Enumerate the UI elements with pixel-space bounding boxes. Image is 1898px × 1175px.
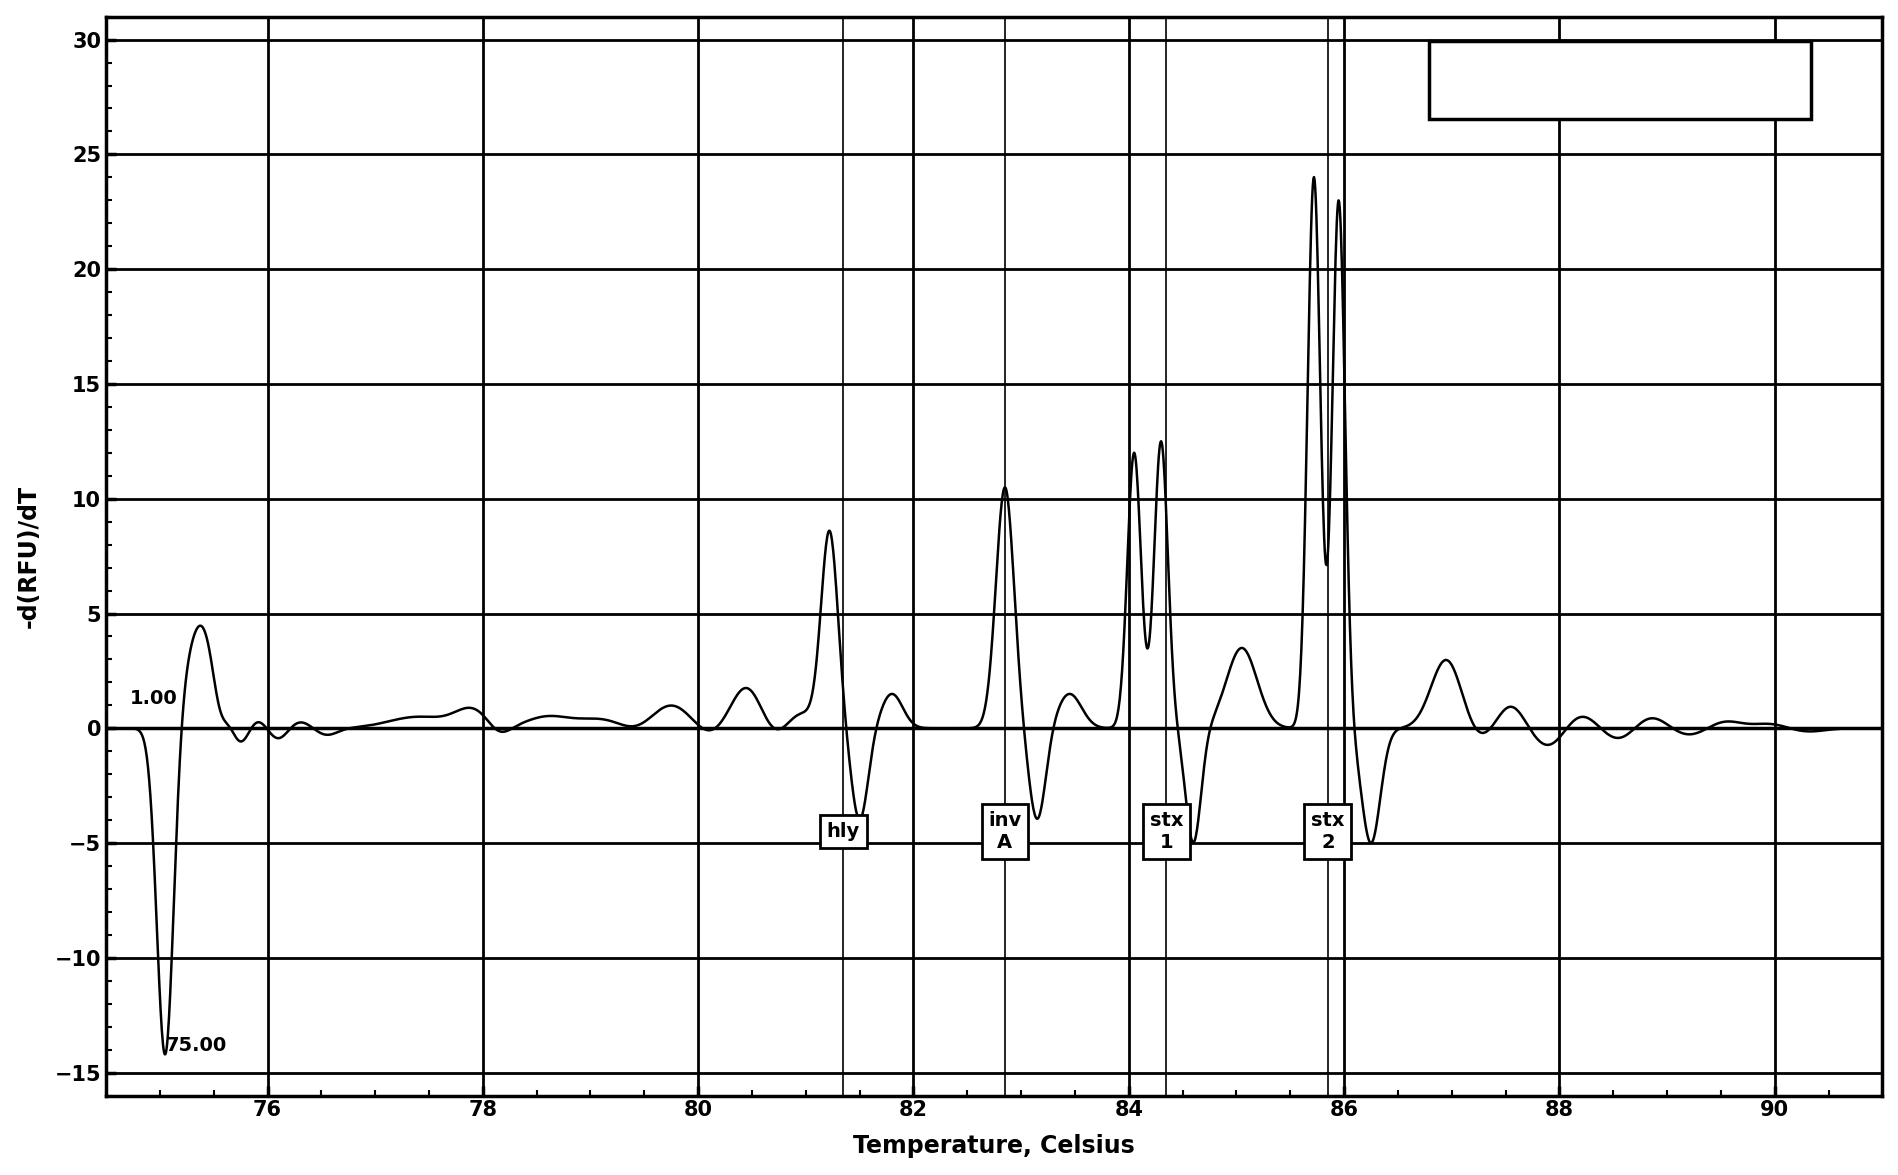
- Text: hly: hly: [826, 822, 860, 841]
- Text: inv
A: inv A: [987, 811, 1021, 852]
- Text: stx
2: stx 2: [1310, 811, 1344, 852]
- Bar: [1429, 41, 1811, 119]
- Text: 1.00: 1.00: [129, 689, 177, 709]
- Text: stx
1: stx 1: [1148, 811, 1182, 852]
- Y-axis label: -d(RFU)/dT: -d(RFU)/dT: [17, 484, 40, 627]
- X-axis label: Temperature, Celsius: Temperature, Celsius: [852, 1134, 1135, 1159]
- Text: 75.00: 75.00: [165, 1035, 226, 1055]
